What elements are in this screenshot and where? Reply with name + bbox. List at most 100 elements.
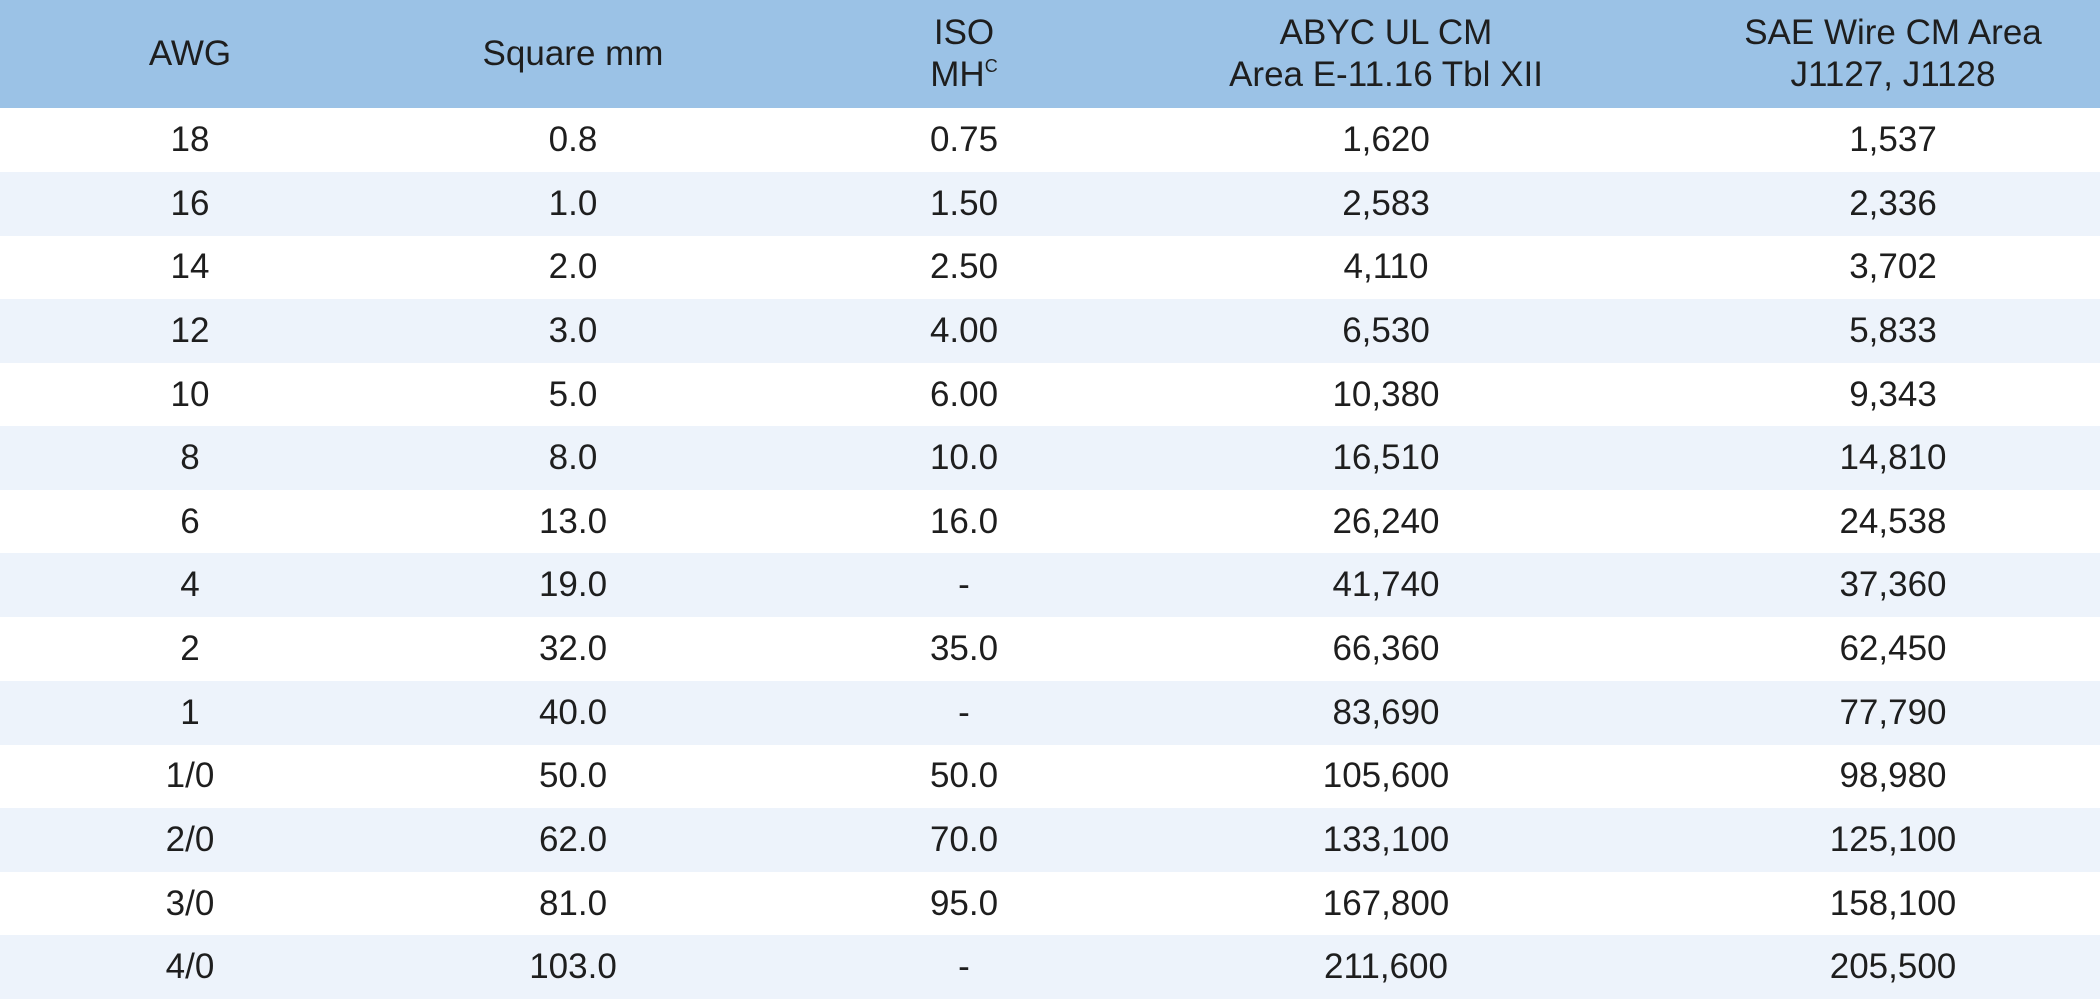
header-text: J1127, J1128 bbox=[1790, 55, 1996, 94]
table-cell: 4,110 bbox=[1343, 247, 1429, 287]
header-superscript: C bbox=[984, 56, 998, 76]
header-cell: ABYC UL CM Area E-11.16 Tbl XII bbox=[1156, 12, 1616, 96]
table-cell: 37,360 bbox=[1839, 565, 1947, 605]
table-cell: 16.0 bbox=[929, 501, 999, 541]
header-text: Area E-11.16 Tbl XII bbox=[1229, 55, 1543, 94]
table-cell: 13.0 bbox=[538, 501, 608, 541]
table-cell: 3.0 bbox=[548, 310, 598, 350]
table-cell: 24,538 bbox=[1839, 501, 1947, 541]
table-cell: 50.0 bbox=[929, 756, 999, 796]
header-line: AWG bbox=[0, 33, 420, 75]
table-cell: 4 bbox=[180, 565, 200, 605]
table-cell: 9,343 bbox=[1849, 374, 1937, 414]
table-row: 8 8.0 10.0 16,510 14,810 bbox=[0, 426, 2100, 491]
header-line: MHC bbox=[734, 54, 1194, 96]
table-row: 16 1.0 1.50 2,583 2,336 bbox=[0, 171, 2100, 236]
table-cell: 125,100 bbox=[1829, 820, 1957, 860]
table-cell: 5,833 bbox=[1849, 310, 1937, 350]
table-cell: 81.0 bbox=[538, 883, 608, 923]
table-cell: 77,790 bbox=[1839, 692, 1947, 732]
header-text: ABYC UL CM bbox=[1279, 13, 1493, 52]
table-cell: 1.50 bbox=[929, 183, 999, 223]
header-cell: ISO MHC bbox=[734, 12, 1194, 96]
table-cell: 10 bbox=[170, 374, 210, 414]
table-cell: 70.0 bbox=[929, 820, 999, 860]
table-cell: - bbox=[958, 565, 970, 605]
table-row: 10 5.0 6.00 10,380 9,343 bbox=[0, 363, 2100, 427]
table-cell: 1,620 bbox=[1342, 120, 1430, 159]
table-cell: 8.0 bbox=[548, 438, 598, 478]
table-cell: 103.0 bbox=[529, 947, 617, 987]
table-cell: 32.0 bbox=[538, 629, 608, 669]
table-cell: 50.0 bbox=[538, 756, 608, 796]
table-cell: 62.0 bbox=[538, 820, 608, 860]
table-cell: 18 bbox=[170, 120, 210, 159]
table-row: 14 2.0 2.50 4,110 3,702 bbox=[0, 235, 2100, 299]
table-cell: 8 bbox=[180, 438, 200, 478]
table-cell: 10.0 bbox=[929, 438, 999, 478]
table-cell: 1/0 bbox=[165, 756, 215, 796]
header-line: Square mm bbox=[343, 33, 803, 75]
table-cell: 4.00 bbox=[929, 310, 999, 350]
table-cell: 12 bbox=[170, 310, 210, 350]
table-row: 4 19.0 - 41,740 37,360 bbox=[0, 553, 2100, 618]
header-text: ISO bbox=[933, 13, 995, 52]
table-cell: 98,980 bbox=[1839, 756, 1947, 796]
table-cell: 1,537 bbox=[1849, 120, 1937, 159]
table-cell: 2 bbox=[180, 629, 200, 669]
header-cell: AWG bbox=[0, 33, 420, 75]
table-cell: 4/0 bbox=[165, 947, 215, 987]
table-cell: 167,800 bbox=[1322, 883, 1450, 923]
table-cell: 0.8 bbox=[548, 120, 598, 159]
table-cell: 26,240 bbox=[1332, 501, 1440, 541]
table-cell: 3,702 bbox=[1849, 247, 1937, 287]
table-cell: 62,450 bbox=[1839, 629, 1947, 669]
table-cell: 83,690 bbox=[1332, 692, 1440, 732]
table-cell: 5.0 bbox=[548, 374, 598, 414]
header-line: J1127, J1128 bbox=[1663, 54, 2100, 96]
table-cell: 41,740 bbox=[1332, 565, 1440, 605]
table-cell: 211,600 bbox=[1324, 947, 1448, 987]
table-cell: 16 bbox=[170, 183, 210, 223]
table-cell: 16,510 bbox=[1332, 438, 1440, 478]
header-text: AWG bbox=[148, 34, 232, 73]
table-cell: 3/0 bbox=[165, 883, 215, 923]
table-cell: 2,336 bbox=[1849, 183, 1937, 223]
table-cell: - bbox=[958, 947, 970, 987]
table-cell: 40.0 bbox=[538, 692, 608, 732]
table-cell: 0.75 bbox=[929, 120, 999, 159]
header-text: Square mm bbox=[482, 34, 664, 73]
header-text: SAE Wire CM Area bbox=[1744, 13, 2042, 52]
header-line: SAE Wire CM Area bbox=[1663, 12, 2100, 54]
header-line: Area E-11.16 Tbl XII bbox=[1156, 54, 1616, 96]
table-row: 1/0 50.0 50.0 105,600 98,980 bbox=[0, 744, 2100, 808]
table-cell: 6 bbox=[180, 501, 200, 541]
table-row: 1 40.0 - 83,690 77,790 bbox=[0, 680, 2100, 745]
table-cell: 2/0 bbox=[165, 820, 215, 860]
table-cell: - bbox=[958, 692, 970, 732]
table-row: 4/0 103.0 - 211,600 205,500 bbox=[0, 935, 2100, 999]
table-cell: 10,380 bbox=[1332, 374, 1440, 414]
table-row: 3/0 81.0 95.0 167,800 158,100 bbox=[0, 872, 2100, 936]
header-text: MH bbox=[930, 55, 985, 94]
table-cell: 6,530 bbox=[1342, 310, 1430, 350]
table-cell: 6.00 bbox=[929, 374, 999, 414]
header-line: ABYC UL CM bbox=[1156, 12, 1616, 54]
header-line: ISO bbox=[734, 12, 1194, 54]
table-cell: 95.0 bbox=[929, 883, 999, 923]
table-cell: 2,583 bbox=[1342, 183, 1430, 223]
table-cell: 14,810 bbox=[1839, 438, 1947, 478]
table-row: 2 32.0 35.0 66,360 62,450 bbox=[0, 617, 2100, 681]
table-row: 2/0 62.0 70.0 133,100 125,100 bbox=[0, 808, 2100, 873]
table-row: 18 0.8 0.75 1,620 1,537 bbox=[0, 108, 2100, 172]
table-cell: 2.50 bbox=[929, 247, 999, 287]
table-cell: 14 bbox=[170, 247, 210, 287]
table-cell: 1 bbox=[180, 692, 200, 732]
table-cell: 1.0 bbox=[548, 183, 598, 223]
table-cell: 158,100 bbox=[1829, 883, 1957, 923]
header-cell: SAE Wire CM Area J1127, J1128 bbox=[1663, 12, 2100, 96]
table-cell: 205,500 bbox=[1829, 947, 1957, 987]
table-cell: 35.0 bbox=[929, 629, 999, 669]
table-header: AWG Square mm ISO MHC ABYC UL CM Area E-11.16… bbox=[0, 0, 2100, 108]
